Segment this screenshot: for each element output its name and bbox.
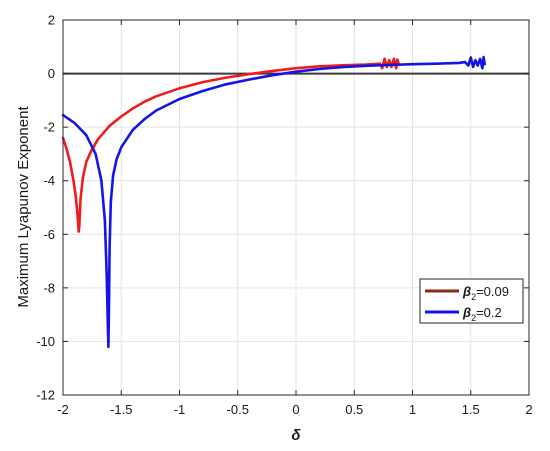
series-line-1 [61, 55, 486, 349]
series-lines [61, 55, 486, 349]
y-tick-label: 2 [48, 13, 55, 28]
x-tick-labels: -2 -1.5 -1 -0.5 0 0.5 1 1.5 2 [57, 402, 532, 417]
x-tick-label: 0 [292, 402, 299, 417]
y-tick-label: -6 [43, 227, 55, 242]
y-axis-label: Maximum Lyapunov Exponent [15, 106, 32, 308]
y-tick-label: -2 [43, 120, 55, 135]
y-tick-label: -12 [36, 388, 55, 403]
legend-entry-beta-0.09: β2=0.09 [462, 284, 509, 302]
x-tick-label: -1.5 [110, 402, 132, 417]
series-line-0 [61, 57, 400, 233]
x-tick-label: 1.5 [462, 402, 480, 417]
tick-marks [62, 19, 530, 396]
x-tick-label: -2 [57, 402, 69, 417]
legend-box [419, 278, 524, 324]
x-tick-label: 2 [525, 402, 532, 417]
x-tick-label: 1 [409, 402, 416, 417]
y-tick-label: -4 [43, 173, 55, 188]
y-tick-label: 0 [48, 66, 55, 81]
legend: β2=0.09 β2=0.2 [419, 278, 524, 324]
y-tick-label: -10 [36, 334, 55, 349]
x-axis-label: δ [291, 427, 301, 444]
legend-entry-beta-0.2: β2=0.2 [462, 305, 502, 323]
x-tick-label: 0.5 [345, 402, 363, 417]
x-tick-label: -1 [174, 402, 186, 417]
y-tick-label: -8 [43, 280, 55, 295]
y-tick-labels: 2 0 -2 -4 -6 -8 -10 -12 [36, 13, 55, 403]
x-tick-label: -0.5 [227, 402, 249, 417]
